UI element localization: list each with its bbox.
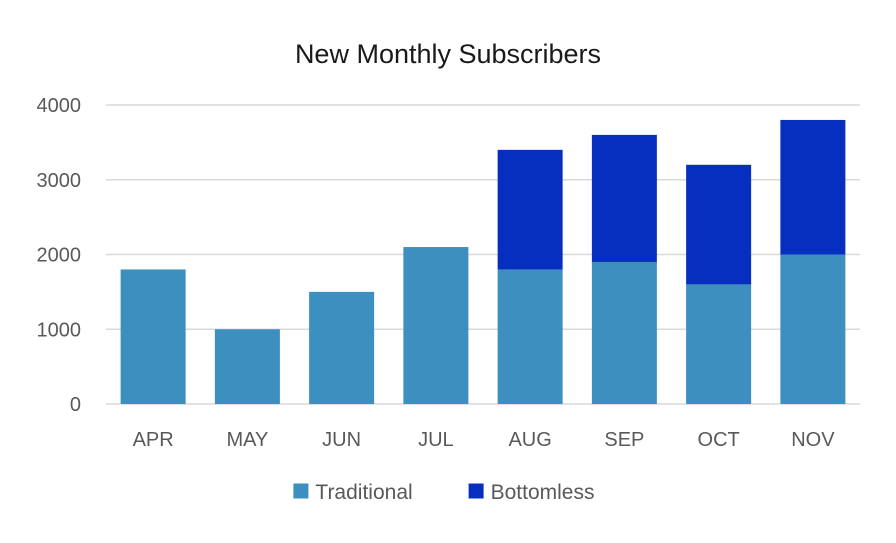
bars [120, 119, 846, 404]
x-tick-label: OCT [698, 429, 740, 451]
bar-bottomless-nov [780, 119, 846, 255]
x-tick-label: SEP [604, 429, 644, 451]
bar-traditional-aug [497, 269, 563, 404]
legend-swatch-bottomless [468, 483, 484, 499]
x-tick-label: APR [133, 429, 174, 451]
y-tick-label: 3000 [37, 170, 82, 192]
bar-traditional-apr [120, 269, 186, 404]
bar-traditional-oct [686, 284, 752, 404]
x-axis-ticks: APR MAY JUN JUL AUG SEP OCT NOV [133, 429, 836, 451]
bar-traditional-sep [591, 261, 657, 404]
x-tick-label: MAY [226, 429, 268, 451]
y-axis-ticks: 0 1000 2000 3000 4000 [37, 95, 82, 416]
bar-traditional-jun [309, 291, 375, 404]
bar-traditional-jul [403, 247, 469, 404]
legend: Traditional Bottomless [293, 481, 594, 504]
legend-label-bottomless: Bottomless [491, 481, 595, 504]
bar-bottomless-sep [591, 134, 657, 262]
bar-traditional-nov [780, 254, 846, 404]
y-tick-label: 1000 [37, 319, 82, 341]
legend-swatch-traditional [293, 483, 309, 499]
y-tick-label: 4000 [37, 95, 82, 117]
y-tick-label: 2000 [37, 245, 82, 267]
y-tick-label: 0 [70, 394, 81, 416]
bar-traditional-may [214, 329, 280, 404]
legend-label-traditional: Traditional [315, 481, 412, 504]
x-tick-label: NOV [791, 429, 835, 451]
x-tick-label: AUG [508, 429, 551, 451]
bar-bottomless-oct [686, 164, 752, 285]
chart-title: New Monthly Subscribers [295, 39, 601, 69]
bar-bottomless-aug [497, 149, 563, 270]
x-tick-label: JUN [322, 429, 361, 451]
x-tick-label: JUL [418, 429, 454, 451]
